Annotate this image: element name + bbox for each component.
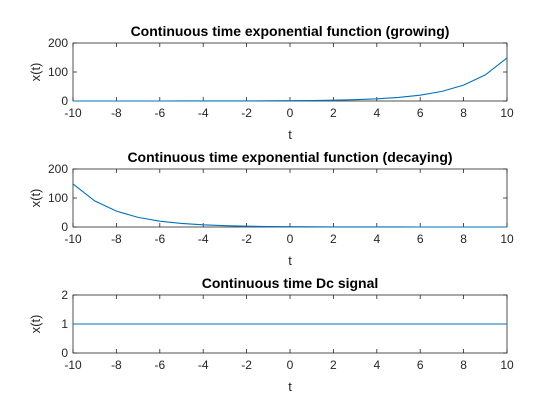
x-tick-label: 2 bbox=[330, 106, 337, 120]
x-tick-label: 10 bbox=[500, 358, 514, 372]
x-tick-label: -10 bbox=[64, 106, 82, 120]
axes-2 bbox=[72, 168, 508, 228]
x-tick-label: 8 bbox=[460, 106, 467, 120]
y-tick-label: 0 bbox=[61, 346, 68, 360]
x-tick-label: -2 bbox=[241, 358, 252, 372]
x-tick-label: -8 bbox=[111, 106, 122, 120]
x-tick-label: 10 bbox=[500, 232, 514, 246]
x-tick-label: -8 bbox=[111, 232, 122, 246]
chart-title: Continuous time exponential function (de… bbox=[127, 149, 452, 165]
x-tick-label: -4 bbox=[198, 106, 209, 120]
x-tick-label: -2 bbox=[241, 232, 252, 246]
x-tick-label: -10 bbox=[64, 232, 82, 246]
y-tick-label: 1 bbox=[61, 317, 68, 331]
series-line-1 bbox=[73, 57, 508, 102]
y-axis-label: x(t) bbox=[28, 189, 43, 208]
x-tick-label: 4 bbox=[373, 106, 380, 120]
x-tick-label: 2 bbox=[330, 232, 337, 246]
x-axis-label: t bbox=[288, 127, 292, 142]
x-tick-label: 0 bbox=[287, 106, 294, 120]
y-axis-label: x(t) bbox=[28, 63, 43, 82]
y-tick-label: 100 bbox=[48, 191, 68, 205]
x-axis-label: t bbox=[288, 253, 292, 268]
axes-1 bbox=[72, 42, 508, 102]
x-tick-label: 8 bbox=[460, 358, 467, 372]
chart-title: Continuous time Dc signal bbox=[202, 275, 379, 291]
y-axis-label: x(t) bbox=[28, 315, 43, 334]
x-tick-label: 6 bbox=[417, 358, 424, 372]
x-tick-label: -10 bbox=[64, 358, 82, 372]
chart-title: Continuous time exponential function (gr… bbox=[131, 23, 450, 39]
y-tick-label: 200 bbox=[48, 162, 68, 176]
y-tick-label: 100 bbox=[48, 65, 68, 79]
x-tick-label: 6 bbox=[417, 106, 424, 120]
x-tick-label: 6 bbox=[417, 232, 424, 246]
x-tick-label: 0 bbox=[287, 232, 294, 246]
x-tick-label: -8 bbox=[111, 358, 122, 372]
x-tick-label: -2 bbox=[241, 106, 252, 120]
x-axis-label: t bbox=[288, 379, 292, 394]
x-tick-label: 10 bbox=[500, 106, 514, 120]
x-tick-label: -6 bbox=[154, 358, 165, 372]
y-tick-label: 200 bbox=[48, 36, 68, 50]
y-tick-label: 0 bbox=[61, 220, 68, 234]
x-tick-label: -4 bbox=[198, 232, 209, 246]
x-tick-label: 4 bbox=[373, 232, 380, 246]
y-tick-label: 0 bbox=[61, 94, 68, 108]
x-tick-label: 2 bbox=[330, 358, 337, 372]
x-tick-label: -4 bbox=[198, 358, 209, 372]
x-tick-label: -6 bbox=[154, 106, 165, 120]
x-tick-label: 4 bbox=[373, 358, 380, 372]
x-tick-label: 8 bbox=[460, 232, 467, 246]
x-tick-label: 0 bbox=[287, 358, 294, 372]
x-tick-label: -6 bbox=[154, 232, 165, 246]
series-line-2 bbox=[72, 183, 507, 228]
y-tick-label: 2 bbox=[61, 288, 68, 302]
